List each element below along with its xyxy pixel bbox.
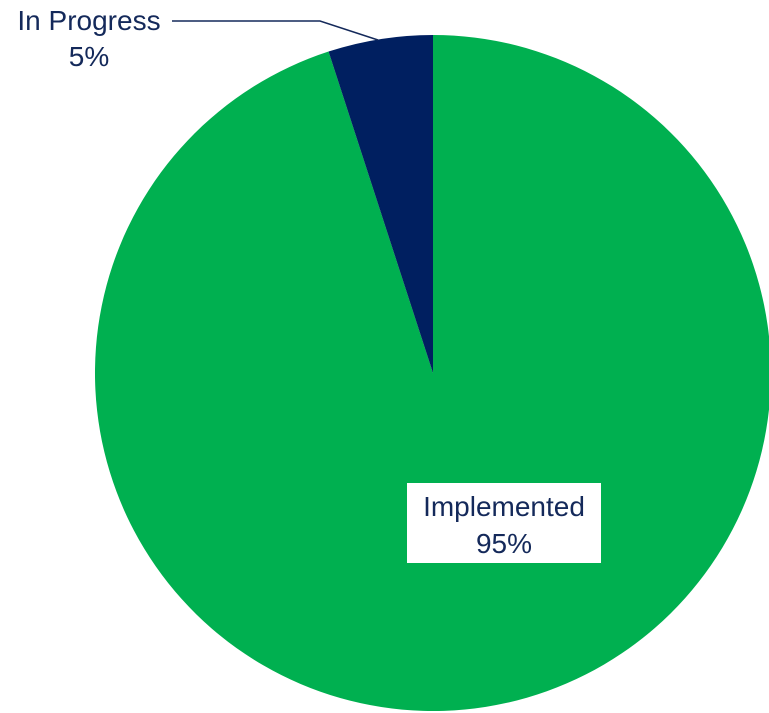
label-implemented-box (407, 483, 601, 563)
label-implemented-name: Implemented (423, 491, 585, 522)
label-in-progress-name: In Progress (17, 5, 160, 36)
label-implemented-value: 95% (476, 528, 532, 559)
label-in-progress-value: 5% (69, 41, 109, 72)
slice-in-progress (328, 35, 433, 373)
label-implemented: Implemented 95% (407, 483, 601, 563)
pie-slices (95, 35, 769, 711)
label-in-progress: In Progress 5% (17, 5, 379, 72)
leader-line-in-progress (172, 20, 379, 41)
